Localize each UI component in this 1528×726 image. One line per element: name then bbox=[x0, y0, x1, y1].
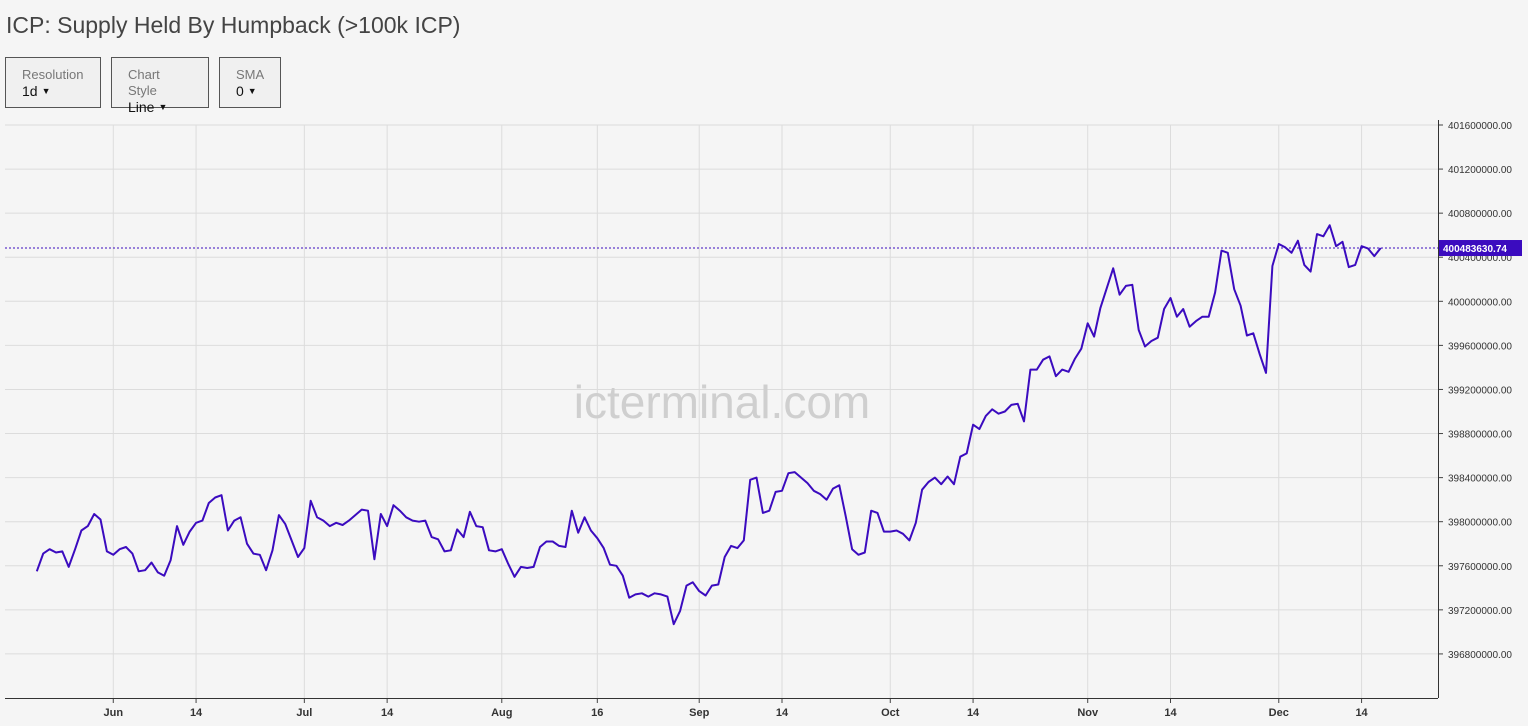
y-tick-label: 398400000.00 bbox=[1448, 474, 1512, 485]
resolution-value: 1d bbox=[22, 83, 38, 99]
chart-grid bbox=[5, 124, 1438, 698]
y-tick-label: 397600000.00 bbox=[1448, 562, 1512, 573]
x-tick-label: Sep bbox=[689, 707, 709, 719]
chart-axes bbox=[5, 120, 1443, 703]
x-tick-label: Nov bbox=[1077, 707, 1099, 719]
x-tick-label: 14 bbox=[190, 707, 203, 719]
line-chart[interactable]: icterminal.com Jun 14 Jul 14 Aug 16 Sep 14 Oct 14… bbox=[0, 120, 1528, 726]
series-line bbox=[35, 224, 1382, 626]
chart-style-dropdown[interactable]: Chart Style Line ▼ bbox=[111, 57, 209, 115]
x-tick-label: Jul bbox=[296, 707, 312, 719]
x-tick-label: Oct bbox=[881, 707, 900, 719]
sma-dropdown[interactable]: SMA 0 ▼ bbox=[219, 57, 281, 108]
caret-down-icon: ▼ bbox=[247, 86, 257, 96]
chart-title: ICP: Supply Held By Humpback (>100k ICP) bbox=[6, 12, 461, 38]
last-value-tag bbox=[1439, 240, 1522, 257]
x-tick-label: Aug bbox=[491, 707, 512, 719]
chart-style-value: Line bbox=[128, 99, 155, 115]
chart-controls: Resolution 1d ▼ Chart Style Line ▼ SMA 0 ▼ bbox=[5, 57, 281, 115]
x-tick-label: 14 bbox=[776, 707, 789, 719]
y-tick-label: 400400000.00 bbox=[1448, 253, 1512, 264]
y-tick-label: 399200000.00 bbox=[1448, 385, 1512, 396]
y-tick-label: 398800000.00 bbox=[1448, 430, 1512, 441]
y-tick-label: 400800000.00 bbox=[1448, 209, 1512, 220]
y-tick-label: 400000000.00 bbox=[1448, 297, 1512, 308]
y-tick-label: 399600000.00 bbox=[1448, 341, 1512, 352]
caret-down-icon: ▼ bbox=[41, 86, 51, 96]
watermark: icterminal.com bbox=[574, 376, 871, 428]
last-value-label: 400483630.74 bbox=[1443, 244, 1507, 255]
last-value-marker: 400483630.74 bbox=[5, 240, 1522, 257]
x-tick-label: 14 bbox=[1164, 707, 1177, 719]
x-tick-label: 14 bbox=[1355, 707, 1368, 719]
resolution-dropdown[interactable]: Resolution 1d ▼ bbox=[5, 57, 101, 108]
caret-down-icon: ▼ bbox=[158, 102, 168, 112]
series-layer bbox=[35, 224, 1382, 626]
y-tick-label: 397200000.00 bbox=[1448, 606, 1512, 617]
x-tick-label: 14 bbox=[381, 707, 394, 719]
y-tick-label: 396800000.00 bbox=[1448, 650, 1512, 661]
x-tick-label: 16 bbox=[591, 707, 603, 719]
chart-style-label: Chart Style bbox=[128, 67, 160, 98]
x-tick-label: Dec bbox=[1269, 707, 1289, 719]
y-tick-label: 401600000.00 bbox=[1448, 121, 1512, 132]
x-tick-label: 14 bbox=[967, 707, 980, 719]
sma-value: 0 bbox=[236, 83, 244, 99]
y-tick-label: 398000000.00 bbox=[1448, 518, 1512, 529]
resolution-label: Resolution bbox=[22, 67, 84, 82]
y-tick-label: 401200000.00 bbox=[1448, 165, 1512, 176]
sma-label: SMA bbox=[236, 67, 265, 82]
tick-labels: Jun 14 Jul 14 Aug 16 Sep 14 Oct 14 Nov 14 Dec 14 39680… bbox=[103, 121, 1512, 719]
x-tick-label: Jun bbox=[103, 707, 123, 719]
